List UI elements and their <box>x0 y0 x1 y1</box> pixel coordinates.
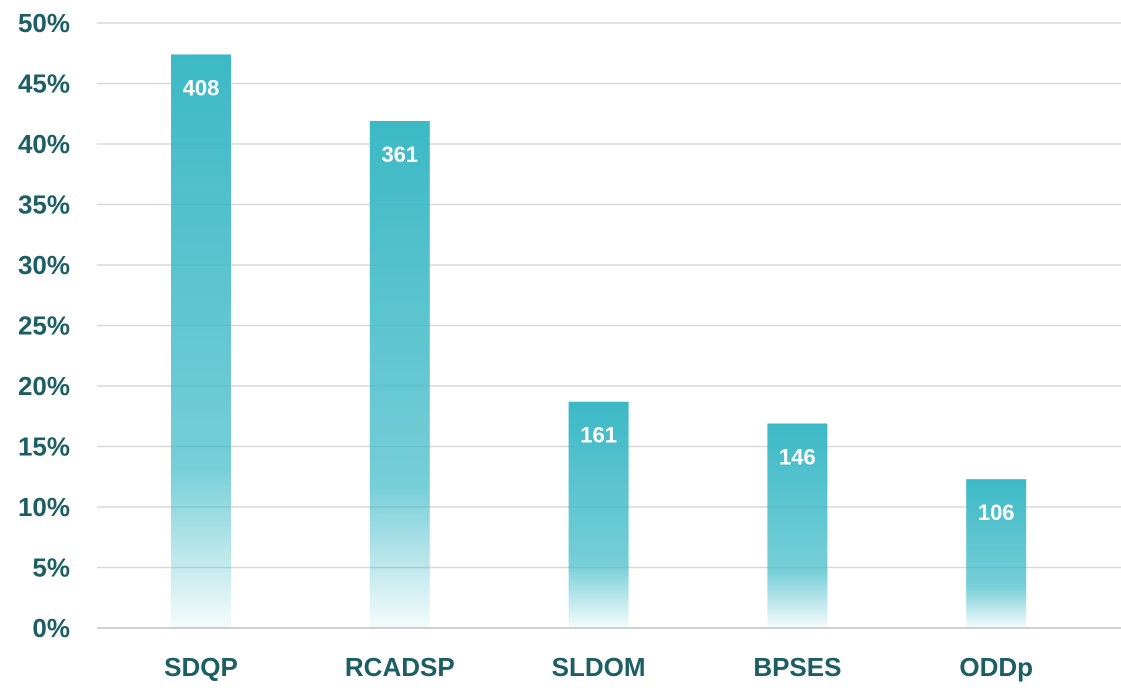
data-label: 106 <box>978 500 1015 525</box>
data-label: 146 <box>779 445 816 470</box>
y-tick-label: 35% <box>18 190 70 220</box>
y-tick-label: 20% <box>18 371 70 401</box>
y-axis: 0% 5% 10% 15% 20% 25% 30% 35% 40% 45% 50% <box>18 8 70 643</box>
bar-oddp <box>966 479 1027 628</box>
data-label: 361 <box>381 142 418 167</box>
x-tick-label: ODDp <box>959 652 1033 682</box>
bar-sldom <box>568 401 629 628</box>
y-tick-label: 45% <box>18 69 70 99</box>
bar-rcadsp <box>369 121 430 628</box>
data-label: 408 <box>183 75 220 100</box>
y-tick-label: 25% <box>18 311 70 341</box>
x-tick-label: SLDOM <box>552 652 646 682</box>
x-axis: SDQP RCADSP SLDOM BPSES ODDp <box>164 652 1033 682</box>
bars <box>171 54 1027 628</box>
y-tick-label: 30% <box>18 250 70 280</box>
x-tick-label: BPSES <box>753 652 841 682</box>
y-tick-label: 50% <box>18 8 70 38</box>
y-tick-label: 15% <box>18 432 70 462</box>
gridlines <box>97 22 1121 629</box>
y-tick-label: 40% <box>18 129 70 159</box>
y-tick-label: 5% <box>32 553 70 583</box>
bar-sdqp <box>171 54 231 628</box>
data-label: 161 <box>580 423 617 448</box>
y-tick-label: 10% <box>18 492 70 522</box>
x-tick-label: SDQP <box>164 652 238 682</box>
y-tick-label: 0% <box>32 613 70 643</box>
x-tick-label: RCADSP <box>345 652 455 682</box>
bar-bpses <box>767 423 828 628</box>
data-labels: 408 361 161 146 106 <box>183 75 1015 525</box>
